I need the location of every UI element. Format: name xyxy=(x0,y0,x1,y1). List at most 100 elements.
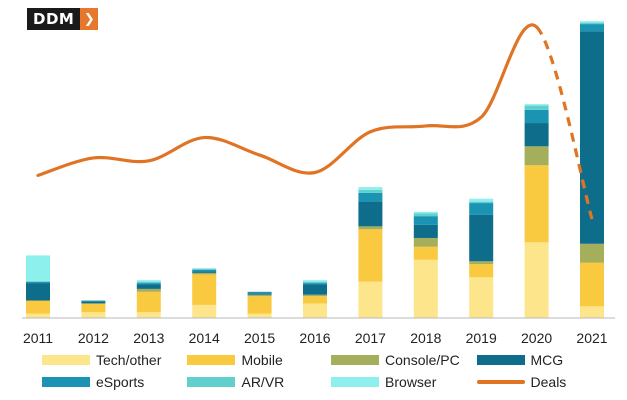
bar-segment-mcg-2013 xyxy=(136,284,161,289)
bar-segment-console-pc-2018 xyxy=(413,237,438,247)
bar-segment-mobile-2016 xyxy=(303,296,327,304)
bar-segment-tech-other-2013 xyxy=(136,312,161,318)
bars-layer xyxy=(26,21,604,318)
logo-text: DDM xyxy=(27,8,81,30)
bar-segment-console-pc-2020 xyxy=(524,146,549,166)
x-tick-label: 2019 xyxy=(466,330,497,345)
bar-segment-esports-2012 xyxy=(81,300,106,302)
bar-segment-tech-other-2019 xyxy=(469,277,494,318)
x-tick-label: 2016 xyxy=(299,330,330,345)
legend-row: eSports AR/VR Browser Deals xyxy=(42,371,622,393)
bar-segment-mobile-2018 xyxy=(413,246,438,260)
legend-swatch-browser xyxy=(331,377,380,387)
bar-segment-esports-2013 xyxy=(136,283,161,285)
bar-segment-mcg-2011 xyxy=(26,283,50,301)
bar-segment-console-pc-2013 xyxy=(136,288,161,292)
legend-label: Console/PC xyxy=(385,352,460,368)
legend-swatch-console-pc xyxy=(331,355,380,365)
legend-item-tech-other: Tech/other xyxy=(42,352,187,368)
bar-segment-browser-2020 xyxy=(524,104,549,106)
legend-label: AR/VR xyxy=(241,374,285,390)
bar-segment-esports-2015 xyxy=(247,291,272,294)
legend-label: eSports xyxy=(96,374,145,390)
bar-segment-mcg-2012 xyxy=(81,301,106,304)
legend-row: Tech/other Mobile Console/PC MCG xyxy=(42,349,622,371)
bar-segment-mobile-2021 xyxy=(580,262,604,307)
bar-segment-mcg-2020 xyxy=(524,123,549,147)
bar-segment-mcg-2014 xyxy=(192,271,217,273)
bar-segment-tech-other-2011 xyxy=(26,313,50,318)
bar-segment-esports-2021 xyxy=(580,24,604,32)
legend-swatch-tech-other xyxy=(42,355,90,365)
bar-segment-mobile-2019 xyxy=(469,264,494,278)
bar-segment-ar-vr-2018 xyxy=(413,213,438,217)
bar-segment-tech-other-2014 xyxy=(192,304,217,318)
legend-label: Browser xyxy=(385,374,437,390)
x-tick-label: 2021 xyxy=(576,330,607,345)
bar-segment-browser-2016 xyxy=(303,280,327,282)
x-tick-label: 2017 xyxy=(355,330,386,345)
bar-segment-tech-other-2015 xyxy=(247,313,272,318)
bar-segment-mcg-2015 xyxy=(247,293,272,295)
legend-item-ar-vr: AR/VR xyxy=(187,374,331,390)
x-tick-label: 2018 xyxy=(410,330,441,345)
x-tick-label: 2014 xyxy=(189,330,220,345)
x-tick-label: 2011 xyxy=(23,330,53,345)
chart-plot: 2011 2012 2013 2014 2015 2016 2017 2018 2019 2020… xyxy=(22,21,615,345)
bar-segment-mcg-2018 xyxy=(413,224,438,238)
bar-segment-esports-2014 xyxy=(192,269,217,272)
chevron-right-icon: ❯ xyxy=(80,8,99,30)
legend: Tech/other Mobile Console/PC MCG eSports xyxy=(42,349,622,393)
bar-segment-ar-vr-2014 xyxy=(192,268,217,270)
bar-segment-browser-2017 xyxy=(358,187,383,190)
x-tick-label: 2012 xyxy=(78,330,109,345)
bar-segment-ar-vr-2020 xyxy=(524,105,549,110)
x-tick-labels: 2011 2012 2013 2014 2015 2016 2017 2018 2019 2020… xyxy=(23,330,608,345)
x-tick-label: 2015 xyxy=(244,330,275,345)
bar-segment-browser-2019 xyxy=(469,198,494,202)
bar-segment-esports-2011 xyxy=(26,281,50,284)
bar-segment-mobile-2015 xyxy=(247,296,272,314)
bar-segment-mobile-2017 xyxy=(358,229,383,282)
bar-segment-browser-2018 xyxy=(413,211,438,214)
legend-label: Tech/other xyxy=(96,352,162,368)
bar-segment-esports-2017 xyxy=(358,192,383,202)
x-tick-label: 2013 xyxy=(133,330,164,345)
bar-segment-esports-2020 xyxy=(524,109,549,124)
bar-segment-tech-other-2020 xyxy=(524,242,549,318)
line-layer xyxy=(36,23,594,220)
bar-segment-tech-other-2021 xyxy=(580,306,604,318)
bar-segment-ar-vr-2019 xyxy=(469,201,494,204)
deals-line-projected xyxy=(535,25,594,220)
bar-segment-mobile-2012 xyxy=(81,303,106,313)
legend-item-mcg: MCG xyxy=(476,352,622,368)
legend-swatch-mcg xyxy=(476,355,525,365)
legend-label: Mobile xyxy=(241,352,283,368)
bar-segment-tech-other-2016 xyxy=(303,303,327,318)
bar-segment-ar-vr-2017 xyxy=(358,189,383,193)
bar-segment-esports-2018 xyxy=(413,216,438,225)
bar-segment-mobile-2020 xyxy=(524,165,549,243)
bar-segment-tech-other-2018 xyxy=(413,259,438,318)
legend-item-console-pc: Console/PC xyxy=(331,352,476,368)
bar-segment-esports-2016 xyxy=(303,283,327,285)
deals-line xyxy=(36,23,539,178)
bar-segment-console-pc-2021 xyxy=(580,243,604,263)
legend-item-browser: Browser xyxy=(331,374,476,390)
bar-segment-console-pc-2014 xyxy=(192,272,217,275)
legend-item-esports: eSports xyxy=(42,374,187,390)
bar-segment-esports-2019 xyxy=(469,203,494,215)
bar-segment-console-pc-2017 xyxy=(358,226,383,230)
ddm-logo: DDM ❯ xyxy=(27,8,99,30)
legend-label: MCG xyxy=(530,352,564,368)
x-tick-label: 2020 xyxy=(521,330,552,345)
bar-segment-ar-vr-2021 xyxy=(580,22,604,25)
legend-swatch-esports xyxy=(42,377,90,387)
bar-segment-mobile-2014 xyxy=(192,274,217,305)
legend-item-mobile: Mobile xyxy=(187,352,331,368)
legend-swatch-deals xyxy=(476,380,525,384)
bar-segment-mcg-2021 xyxy=(580,31,604,244)
bar-segment-browser-2013 xyxy=(136,280,161,282)
bar-segment-mobile-2011 xyxy=(26,300,50,314)
bar-segment-tech-other-2012 xyxy=(81,312,106,318)
